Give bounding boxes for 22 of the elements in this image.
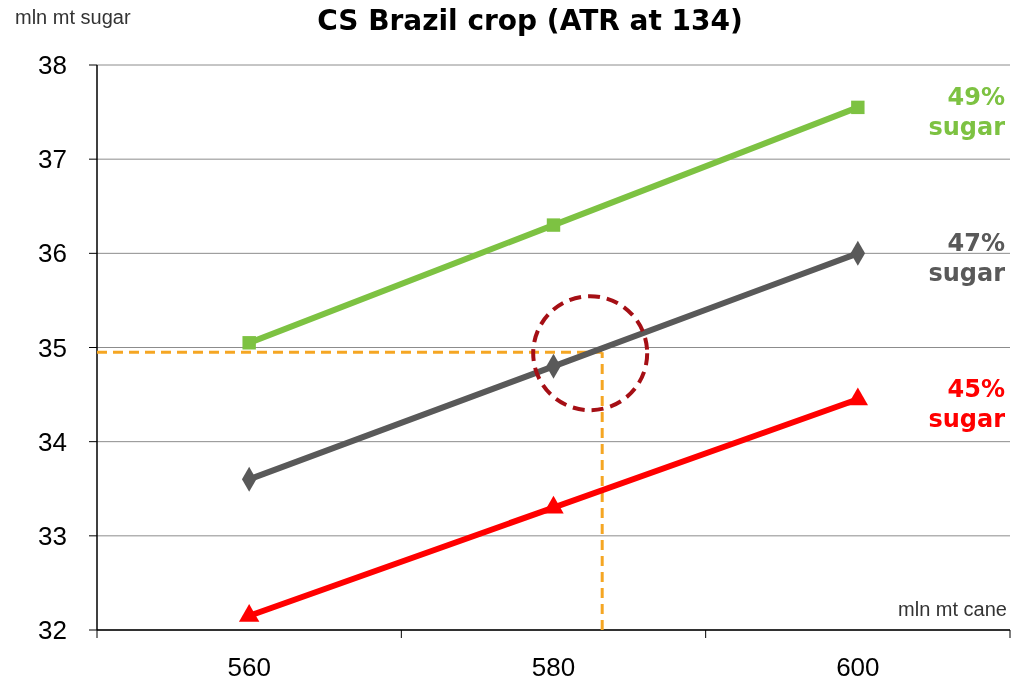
point (546, 218, 561, 232)
text: 49% sugar (928, 83, 1006, 142)
x-tick-label: 600 (836, 652, 880, 682)
point (851, 100, 865, 115)
chart-title: CS Brazil crop (ATR at 134) (317, 4, 743, 37)
y-tick-label: 37 (38, 144, 67, 175)
text: 45% sugar (928, 375, 1006, 434)
y-tick-label: 32 (38, 615, 67, 646)
point (847, 387, 869, 406)
point (242, 336, 256, 350)
y-axis-title: mln mt sugar (15, 6, 131, 28)
y-tick-label: 36 (38, 238, 67, 269)
x-tick-label: 580 (531, 652, 576, 682)
y-tick-label: 35 (38, 332, 67, 363)
x-tick-label: 560 (227, 652, 271, 682)
y-tick-label: 38 (38, 50, 67, 81)
y-tick-label: 34 (38, 426, 67, 457)
text: 47% sugar (928, 229, 1006, 288)
y-tick-label: 33 (38, 520, 67, 551)
x-axis-title: mln mt cane (898, 598, 1007, 620)
point (238, 604, 260, 622)
point (543, 495, 564, 514)
